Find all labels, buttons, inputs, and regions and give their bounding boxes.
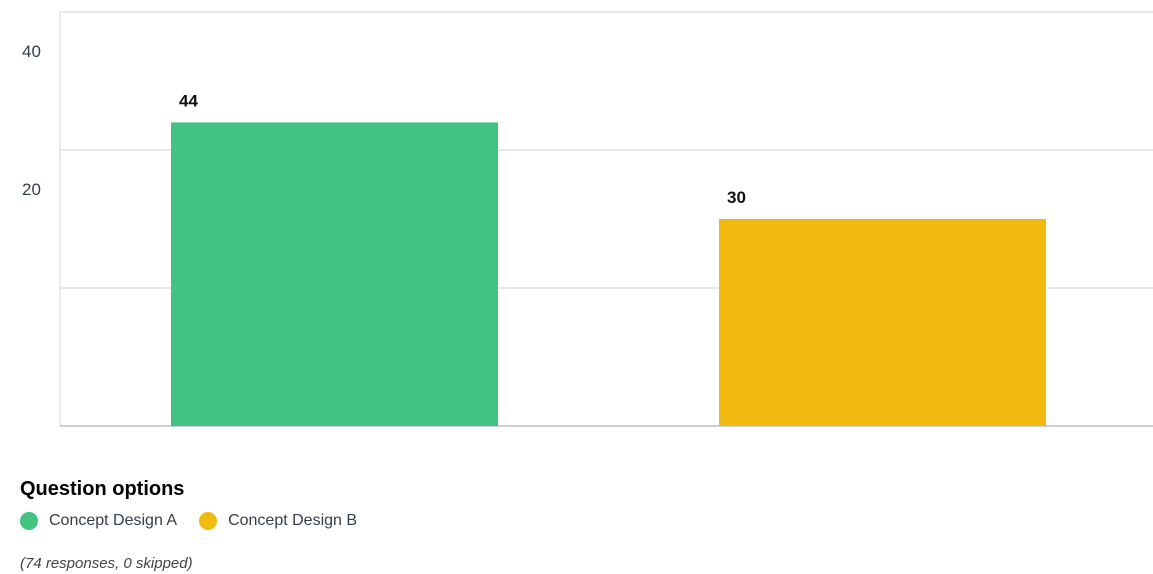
y-tick-label-20: 20 — [22, 180, 41, 199]
bar-concept-b — [719, 219, 1046, 426]
legend-swatch-concept-b — [199, 512, 218, 530]
legend-item-concept-a[interactable]: Concept Design A — [20, 512, 177, 530]
data-label-concept-a: 44 — [179, 91, 198, 110]
legend: Question options Concept Design A Concep… — [20, 478, 720, 532]
bar-concept-a — [171, 122, 498, 427]
legend-swatch-concept-a — [20, 512, 38, 530]
bar-chart: 2040604430 — [22, 11, 1153, 427]
legend-label-concept-a: Concept Design A — [49, 512, 178, 529]
legend-items: Concept Design A Concept Design B — [20, 510, 720, 532]
legend-title: Question options — [20, 478, 185, 500]
responses-footnote: (74 responses, 0 skipped) — [20, 555, 193, 572]
data-label-concept-b: 30 — [727, 188, 746, 207]
legend-item-concept-b[interactable]: Concept Design B — [199, 512, 357, 530]
y-tick-label-40: 40 — [22, 42, 41, 61]
legend-label-concept-b: Concept Design B — [228, 512, 358, 529]
